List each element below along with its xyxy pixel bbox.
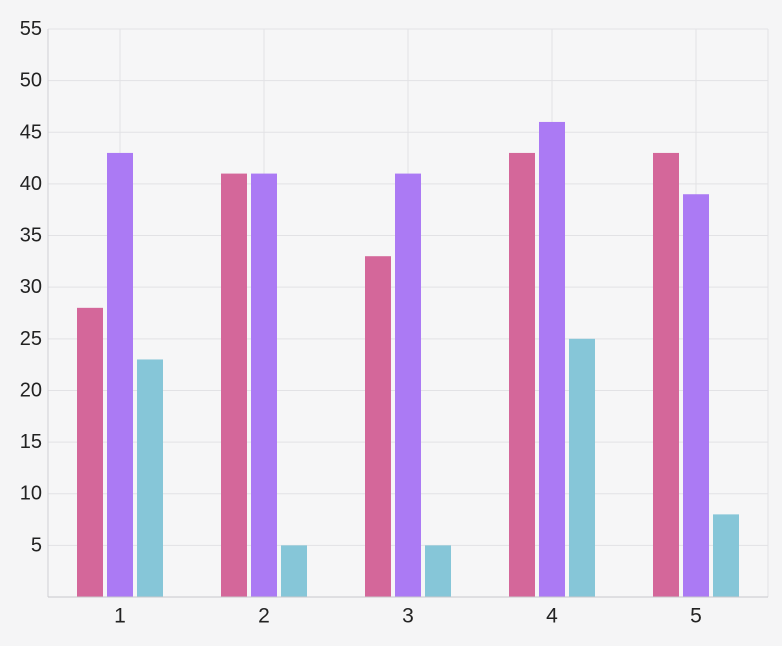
bar-series-2-category-1	[107, 152, 133, 597]
bar-series-2-category-2	[251, 173, 277, 597]
bar-series-1-category-2	[221, 173, 247, 597]
bar-series-3-category-5	[713, 514, 739, 597]
bar-series-1-category-4	[509, 152, 535, 597]
bar-series-2-category-3	[395, 173, 421, 597]
bars	[77, 121, 739, 597]
x-tick-labels: 1 2 3 4 5	[114, 605, 702, 628]
x-tick-label: 2	[258, 605, 270, 628]
bar-series-3-category-3	[425, 545, 451, 597]
bar-series-3-category-4	[569, 338, 595, 597]
y-tick-label: 15	[20, 431, 42, 453]
x-tick-label: 4	[546, 605, 558, 628]
y-tick-label: 20	[20, 379, 42, 401]
y-tick-labels: 5 10 15 20 25 30 35 40 45 50 55	[20, 18, 42, 556]
x-tick-label: 3	[402, 605, 414, 628]
bar-series-1-category-1	[77, 307, 103, 597]
bar-series-3-category-2	[281, 545, 307, 597]
bar-series-3-category-1	[137, 359, 163, 597]
y-tick-label: 40	[20, 173, 42, 195]
y-tick-label: 10	[20, 483, 42, 505]
y-tick-label: 5	[31, 534, 42, 556]
x-tick-label: 5	[690, 605, 702, 628]
axes	[47, 29, 769, 598]
y-tick-label: 35	[20, 225, 42, 247]
y-tick-label: 30	[20, 276, 42, 298]
y-tick-label: 55	[20, 18, 42, 40]
y-tick-label: 25	[20, 328, 42, 350]
bar-series-2-category-5	[683, 194, 709, 597]
y-tick-label: 45	[20, 121, 42, 143]
bar-series-1-category-3	[365, 256, 391, 597]
x-tick-label: 1	[114, 605, 126, 628]
bar-series-1-category-5	[653, 152, 679, 597]
y-tick-label: 50	[20, 70, 42, 92]
bar-series-2-category-4	[539, 121, 565, 597]
